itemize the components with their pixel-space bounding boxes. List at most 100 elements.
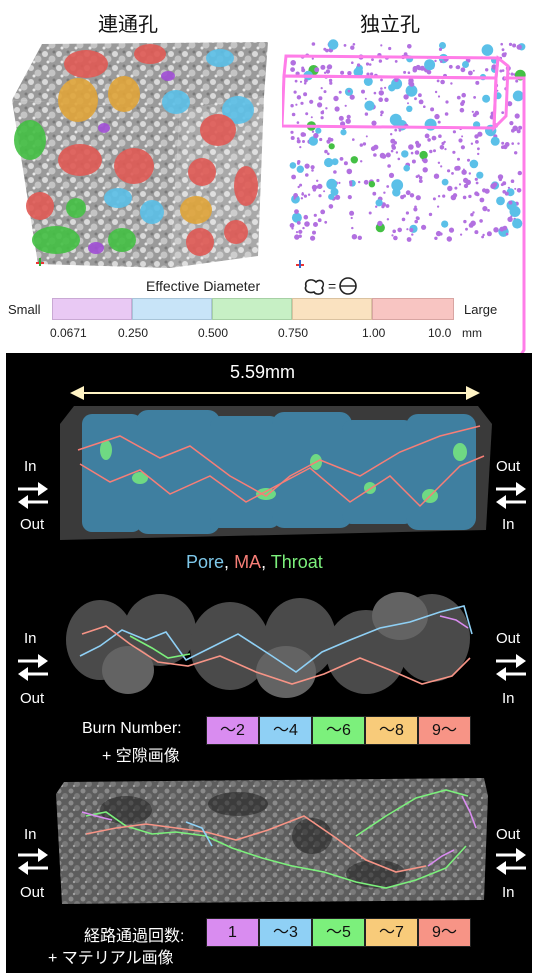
isolated-pore-dot [391,179,404,192]
isolated-pore-dot [407,44,412,49]
isolated-pore-dot [358,180,361,184]
isolated-pore-dot [512,43,517,48]
isolated-pore-dot [291,227,294,230]
isolated-pore-dot [320,209,326,215]
out-label: Out [496,458,521,475]
isolated-pore-dot [434,59,437,63]
isolated-pore-dot [311,42,316,46]
isolated-pore-dot [452,150,456,154]
isolated-pore-dot [324,149,328,154]
isolated-pore-dot [498,177,503,182]
isolated-pore-dot [405,211,409,215]
isolated-pore-dot [426,69,432,75]
isolated-pore-dot [347,89,351,93]
isolated-pore-dot [510,72,514,76]
isolated-pore-dot [293,197,296,200]
isolated-pore-dot [313,213,317,217]
isolated-pore-dot [461,92,466,98]
isolated-pore-dot [385,204,390,208]
isolated-pore-dot [499,69,503,73]
isolated-pore-dot [518,125,523,130]
isolated-pore-dot [365,135,368,138]
isolated-pore-dot [370,146,376,152]
axis-triad-icon [36,258,46,268]
isolated-pore-dot [462,195,467,200]
isolated-pore-dot [501,69,505,72]
isolated-pore-dot [335,194,341,200]
isolated-pore-dot [289,223,295,228]
isolated-pore-dot [410,151,414,155]
isolated-pore-dot [437,120,441,124]
burn-cell-2: 〜4 [259,716,312,745]
isolated-pore-dot [392,229,396,234]
isolated-pore-dot [461,169,467,175]
isolated-pore-dot [343,44,347,47]
isolated-pore-dot [315,185,319,189]
isolated-pore-dot [361,89,365,94]
isolated-pore-dot [412,67,418,73]
isolated-pore-dot [304,78,308,83]
in-out-arrows-icon [496,482,526,509]
isolated-pore-dot [290,60,296,66]
tick-label: 0.0671 [50,326,87,340]
isolated-pore-dot [472,211,475,214]
isolated-pore-dot [481,44,494,56]
isolated-pore-dot [512,90,524,102]
isolated-pore-dot [415,140,420,145]
isolated-pore-dot [346,114,351,119]
isolated-pore-dot [328,39,339,50]
isolated-pore-dot [460,145,465,150]
isolated-pore-dot [327,152,330,156]
isolated-pore-dot [305,173,309,177]
isolated-pore-dot [389,113,402,126]
isolated-pore-dot [291,174,296,180]
isolated-pore-dot [411,233,414,236]
isolated-pore-dot [313,132,319,139]
isolated-pore-dot [327,64,333,70]
isolated-pore-dot [378,97,383,102]
isolated-pore-dot [493,182,498,187]
isolated-pore-dot [380,113,383,117]
isolated-pore-dot [407,102,409,105]
isolated-pore-dot [403,70,407,74]
isolated-pore-dot [302,226,305,230]
isolated-pore-dot [440,165,443,168]
isolated-pore-dot [454,166,459,171]
isolated-pore-dot [394,77,399,83]
isolated-pore-dot [393,141,397,145]
isolated-pore-dot [391,234,394,237]
isolated-pore-dot [338,90,342,94]
isolated-pore-dot [500,42,503,46]
isolated-pore-dot [375,199,383,207]
isolated-pore-dot [301,192,304,194]
isolated-pore-dot [475,192,480,197]
axis-triad-icon-2 [296,260,306,270]
isolated-pore-dot [371,120,377,126]
isolated-pore-dot [371,58,374,61]
isolated-pore-dot [328,78,333,83]
isolated-pore-dot [448,227,455,233]
isolated-pore-dot [386,185,390,188]
tick-label: 10.0 [428,326,452,340]
isolated-pore-dot [293,90,297,94]
diameter-symbol-icon [304,277,357,295]
isolated-pore-dot [351,61,354,64]
isolated-pore-dot [329,81,333,85]
isolated-pore-dot [409,81,415,87]
isolated-pore-dot [415,175,419,179]
isolated-pore-dot [439,145,445,150]
isolated-pore-dot [360,160,363,163]
isolated-pore-dot [517,170,522,176]
isolated-pore-dot [333,170,337,174]
isolated-pore-dot [434,90,438,94]
isolated-pore-dot [471,110,474,113]
isolated-pore-dot [434,113,440,120]
in-out-arrows-icon [18,482,48,509]
isolated-pore-dot [405,190,411,196]
isolated-pore-dot [493,227,499,233]
isolated-pore-dot [422,167,428,173]
path-cell-1: 1 [206,918,259,947]
isolated-pore-dot [394,128,398,132]
tick-label: 0.500 [198,326,229,340]
isolated-pore-dot [460,233,463,236]
